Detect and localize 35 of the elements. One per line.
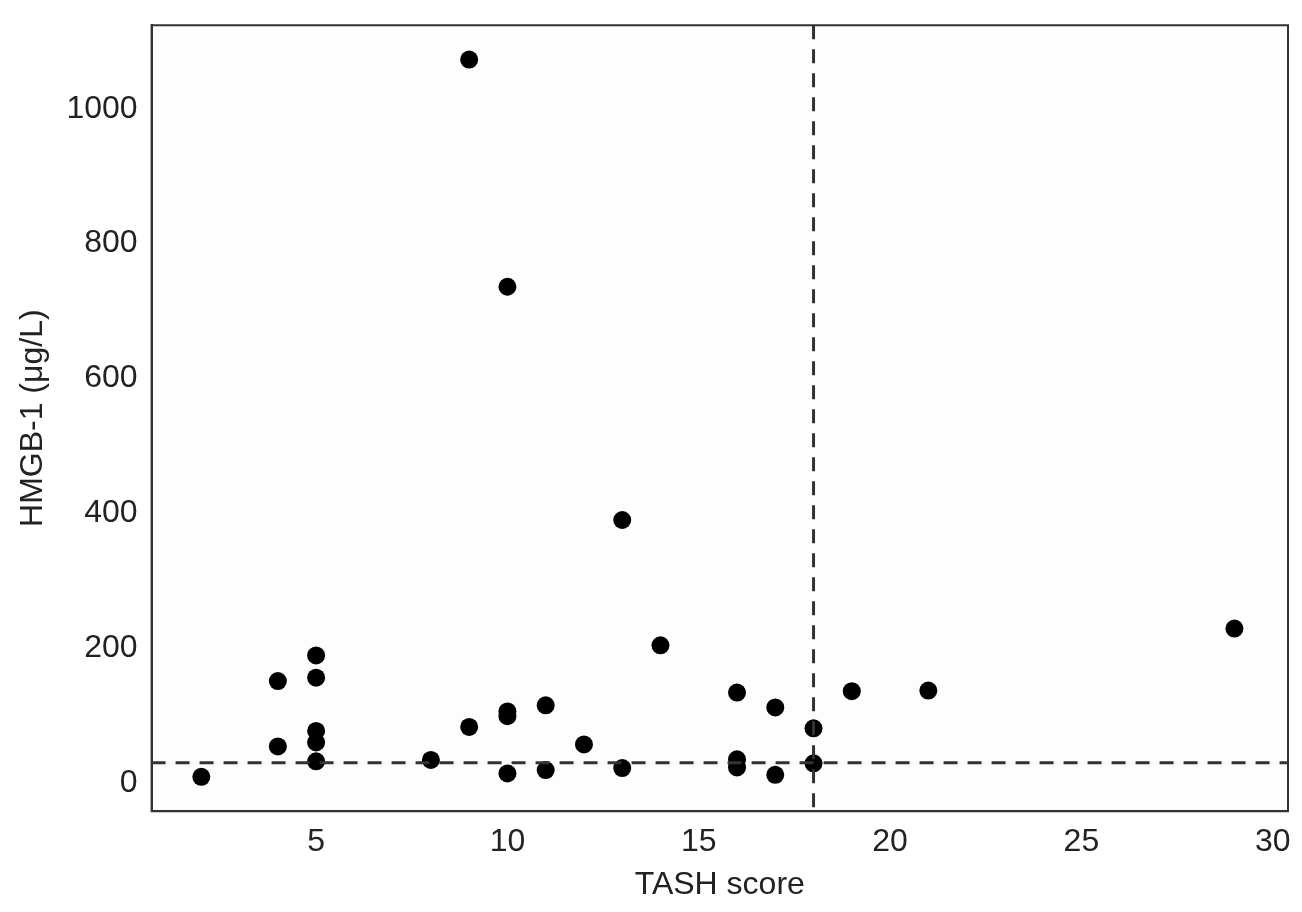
point — [574, 735, 593, 754]
x-tick-label: 10 — [489, 822, 526, 859]
x-tick-label: 30 — [1254, 822, 1291, 859]
point — [613, 510, 632, 529]
point — [307, 646, 326, 665]
point — [919, 681, 938, 700]
x-tick-label: 15 — [680, 822, 717, 859]
point — [766, 698, 785, 717]
point — [1225, 619, 1244, 638]
x-tick-label: 5 — [307, 822, 326, 859]
point — [651, 636, 670, 655]
point — [498, 277, 517, 296]
point — [192, 767, 211, 786]
point — [268, 737, 287, 756]
point — [307, 668, 326, 687]
point — [536, 696, 555, 715]
point — [421, 750, 440, 769]
y-tick-label: 600 — [84, 358, 138, 395]
point — [613, 759, 632, 778]
y-tick-label: 800 — [84, 223, 138, 260]
point — [842, 682, 861, 701]
x-axis-title: TASH score — [634, 864, 805, 901]
point — [460, 50, 479, 69]
y-tick-label: 0 — [119, 762, 138, 799]
x-tick-label: 20 — [872, 822, 908, 859]
y-tick-label: 400 — [84, 493, 138, 530]
y-axis-title: HMGB-1 (μg/L) — [13, 309, 50, 527]
point — [728, 683, 747, 702]
y-tick-label: 1000 — [66, 88, 138, 125]
point — [766, 765, 785, 784]
y-tick-label: 200 — [84, 627, 138, 664]
point — [498, 764, 517, 783]
x-tick-label: 25 — [1063, 822, 1100, 859]
point — [268, 672, 287, 691]
point — [460, 717, 479, 736]
